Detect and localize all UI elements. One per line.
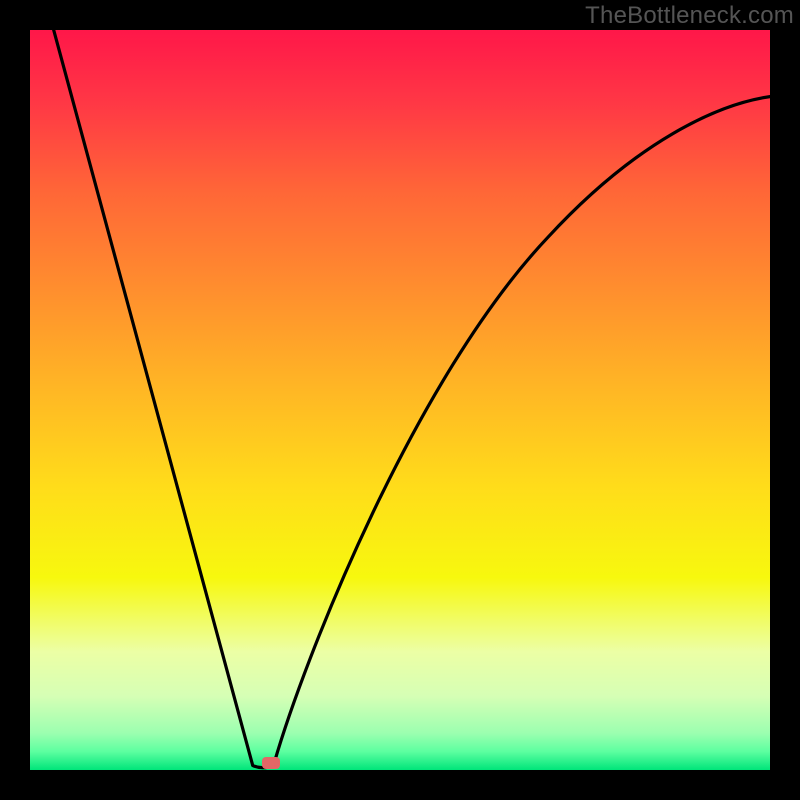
chart-frame: TheBottleneck.com bbox=[0, 0, 800, 800]
watermark-text: TheBottleneck.com bbox=[585, 2, 794, 30]
minimum-marker bbox=[262, 757, 280, 769]
bottleneck-curve bbox=[30, 30, 770, 770]
plot-area bbox=[30, 30, 770, 770]
